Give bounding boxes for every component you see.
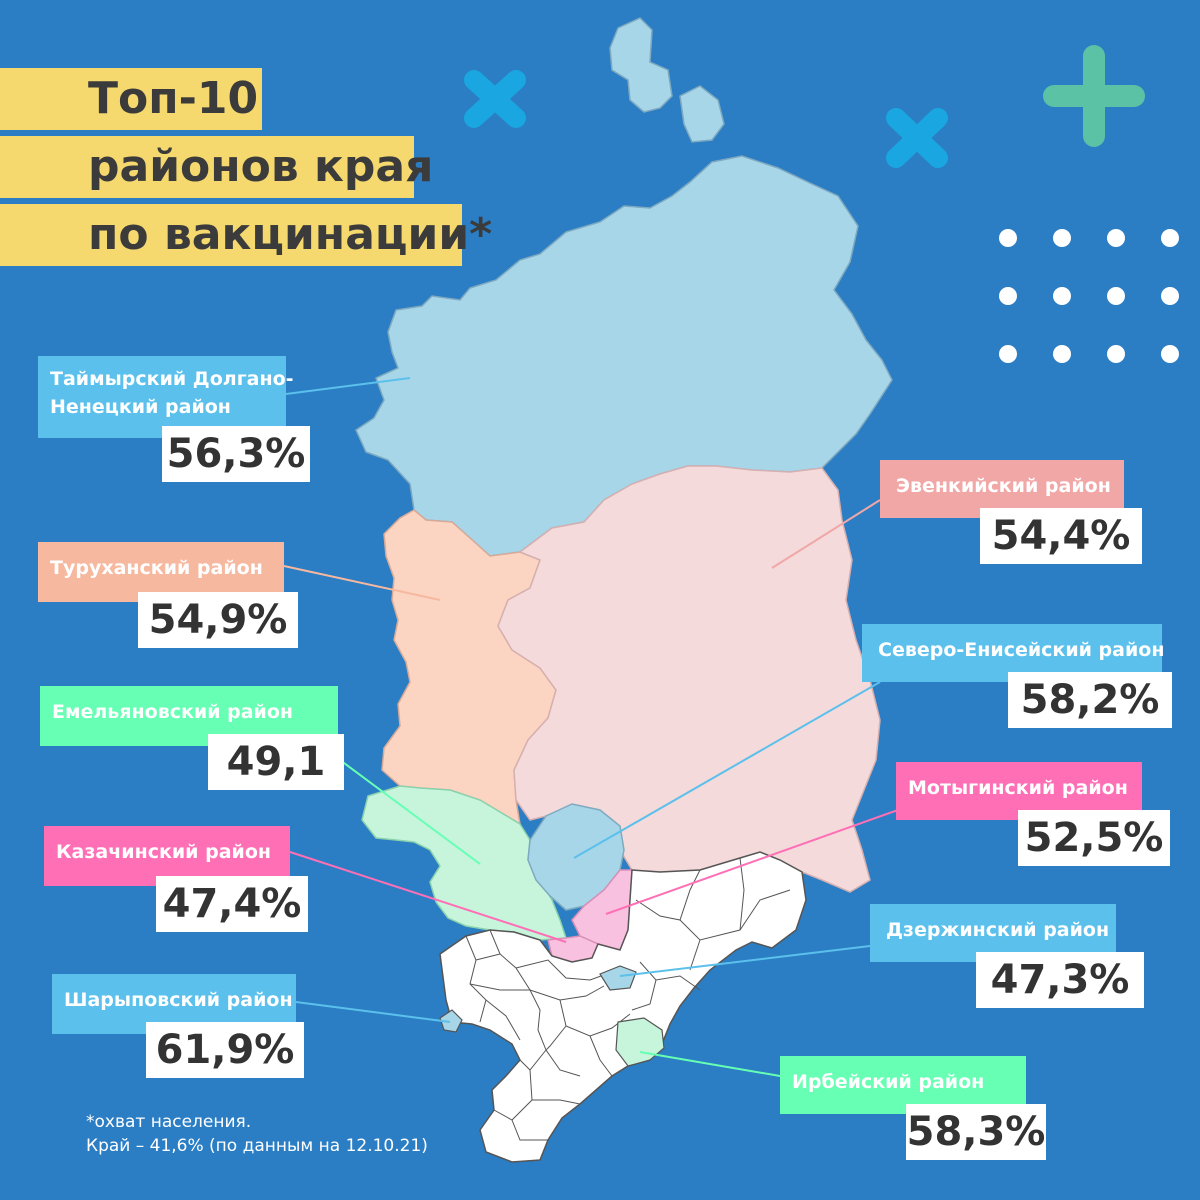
south-district-borders — [465, 857, 791, 1141]
region-evenki — [497, 465, 881, 893]
plus-icon — [1043, 45, 1145, 147]
region-sharypovo[interactable] — [439, 1009, 463, 1033]
value-kazachinsky: 47,4% — [156, 876, 308, 932]
region-taimyr — [355, 155, 893, 557]
label-taimyr: Таймырский Долгано- Ненецкий район — [38, 356, 294, 438]
label-taimyr-line-2: Ненецкий район — [50, 396, 231, 418]
value-irbey: 58,3% — [906, 1104, 1046, 1160]
footnote: *охват населения. Край – 41,6% (по данны… — [86, 1110, 428, 1158]
value-evenki: 54,4% — [980, 508, 1142, 564]
region-south — [439, 851, 807, 1163]
value-emelyanovo: 49,1 — [208, 734, 344, 790]
value-turukhansk: 54,9% — [138, 592, 298, 648]
label-sharypovo: Шарыповский район — [52, 974, 296, 1034]
footnote-line-1: *охват населения. — [86, 1112, 252, 1132]
page-title-line-1: Топ-10 — [0, 68, 262, 130]
label-taimyr-line-1: Таймырский Долгано- — [50, 368, 294, 390]
island-2 — [679, 85, 725, 143]
severnaya-zemlya-island — [609, 17, 673, 113]
leader-lines — [283, 377, 899, 1077]
dots-decoration — [999, 229, 1179, 363]
footnote-line-2: Край – 41,6% (по данным на 12.10.21) — [86, 1136, 428, 1156]
cross-decoration-1 — [464, 70, 526, 128]
value-severo-eniseisky: 58,2% — [1008, 672, 1172, 728]
region-dzerzhinsky[interactable] — [599, 965, 637, 991]
value-sharypovo: 61,9% — [146, 1022, 304, 1078]
page-title-line-3: по вакцинации* — [0, 204, 492, 266]
value-taimyr: 56,3% — [162, 426, 310, 482]
cross-decoration-2 — [886, 108, 948, 168]
value-dzerzhinsky: 47,3% — [976, 952, 1144, 1008]
value-motygino: 52,5% — [1018, 810, 1170, 866]
page-title-line-2: районов края — [0, 136, 433, 198]
